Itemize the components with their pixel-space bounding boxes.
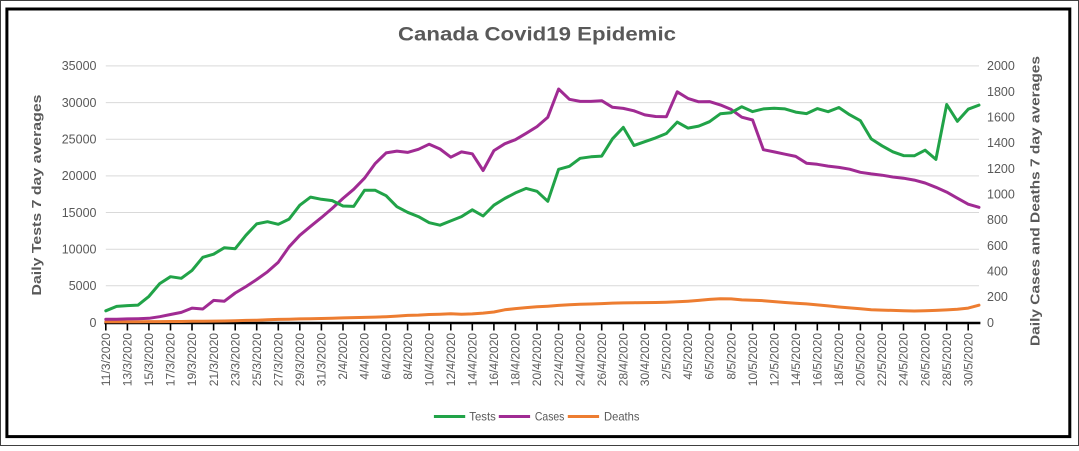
svg-text:6/4/2020: 6/4/2020 (379, 333, 393, 380)
svg-text:24/4/2020: 24/4/2020 (573, 333, 587, 386)
svg-text:22/4/2020: 22/4/2020 (552, 333, 566, 386)
svg-text:15/3/2020: 15/3/2020 (142, 333, 156, 386)
svg-text:Daily Cases and Deaths 7 day a: Daily Cases and Deaths 7 day averages (1028, 56, 1043, 346)
svg-text:18/4/2020: 18/4/2020 (509, 333, 523, 386)
svg-text:5000: 5000 (69, 279, 97, 293)
svg-text:Deaths: Deaths (604, 411, 640, 424)
svg-text:800: 800 (987, 213, 1008, 227)
svg-text:18/5/2020: 18/5/2020 (832, 333, 846, 386)
svg-text:8/5/2020: 8/5/2020 (724, 333, 738, 380)
svg-text:6/5/2020: 6/5/2020 (703, 333, 717, 380)
svg-text:1000: 1000 (987, 188, 1015, 202)
svg-text:28/5/2020: 28/5/2020 (940, 333, 954, 386)
svg-text:Tests: Tests (469, 411, 496, 424)
svg-text:22/5/2020: 22/5/2020 (875, 333, 889, 386)
svg-text:2000: 2000 (987, 59, 1015, 73)
svg-text:23/3/2020: 23/3/2020 (228, 333, 242, 386)
svg-text:17/3/2020: 17/3/2020 (164, 333, 178, 386)
svg-text:12/5/2020: 12/5/2020 (767, 333, 781, 386)
svg-text:2/4/2020: 2/4/2020 (336, 333, 350, 380)
svg-text:30000: 30000 (62, 96, 97, 110)
svg-text:26/4/2020: 26/4/2020 (595, 333, 609, 386)
svg-text:24/5/2020: 24/5/2020 (897, 333, 911, 386)
svg-text:1800: 1800 (987, 85, 1015, 99)
svg-text:2/5/2020: 2/5/2020 (660, 333, 674, 380)
svg-text:20/5/2020: 20/5/2020 (854, 333, 868, 386)
svg-text:35000: 35000 (62, 59, 97, 73)
svg-text:13/3/2020: 13/3/2020 (121, 333, 135, 386)
svg-text:30/5/2020: 30/5/2020 (961, 333, 975, 386)
svg-text:11/3/2020: 11/3/2020 (99, 333, 113, 386)
svg-text:31/3/2020: 31/3/2020 (315, 333, 329, 386)
svg-text:20/4/2020: 20/4/2020 (530, 333, 544, 386)
svg-text:400: 400 (987, 265, 1008, 279)
svg-text:14/4/2020: 14/4/2020 (466, 333, 480, 386)
svg-text:27/3/2020: 27/3/2020 (272, 333, 286, 386)
svg-text:200: 200 (987, 290, 1008, 304)
svg-text:10000: 10000 (62, 243, 97, 257)
svg-text:4/4/2020: 4/4/2020 (358, 333, 372, 380)
svg-text:12/4/2020: 12/4/2020 (444, 333, 458, 386)
svg-text:1200: 1200 (987, 162, 1015, 176)
svg-text:25/3/2020: 25/3/2020 (250, 333, 264, 386)
svg-text:16/5/2020: 16/5/2020 (811, 333, 825, 386)
svg-text:14/5/2020: 14/5/2020 (789, 333, 803, 386)
svg-text:26/5/2020: 26/5/2020 (918, 333, 932, 386)
svg-text:600: 600 (987, 239, 1008, 253)
svg-text:25000: 25000 (62, 133, 97, 147)
svg-text:1400: 1400 (987, 136, 1015, 150)
svg-text:0: 0 (90, 316, 97, 330)
svg-text:10/4/2020: 10/4/2020 (422, 333, 436, 386)
svg-text:10/5/2020: 10/5/2020 (746, 333, 760, 386)
svg-text:19/3/2020: 19/3/2020 (185, 333, 199, 386)
svg-text:Canada Covid19 Epidemic: Canada Covid19 Epidemic (398, 25, 677, 46)
svg-text:16/4/2020: 16/4/2020 (487, 333, 501, 386)
svg-text:15000: 15000 (62, 206, 97, 220)
svg-text:30/4/2020: 30/4/2020 (638, 333, 652, 386)
svg-text:Cases: Cases (535, 411, 565, 424)
svg-text:21/3/2020: 21/3/2020 (207, 333, 221, 386)
svg-text:20000: 20000 (62, 169, 97, 183)
svg-text:8/4/2020: 8/4/2020 (401, 333, 415, 380)
svg-text:1600: 1600 (987, 111, 1015, 125)
svg-text:28/4/2020: 28/4/2020 (617, 333, 631, 386)
svg-text:0: 0 (987, 316, 994, 330)
svg-text:4/5/2020: 4/5/2020 (681, 333, 695, 380)
svg-text:Daily Tests 7 day averages: Daily Tests 7 day averages (29, 95, 44, 296)
svg-text:29/3/2020: 29/3/2020 (293, 333, 307, 386)
